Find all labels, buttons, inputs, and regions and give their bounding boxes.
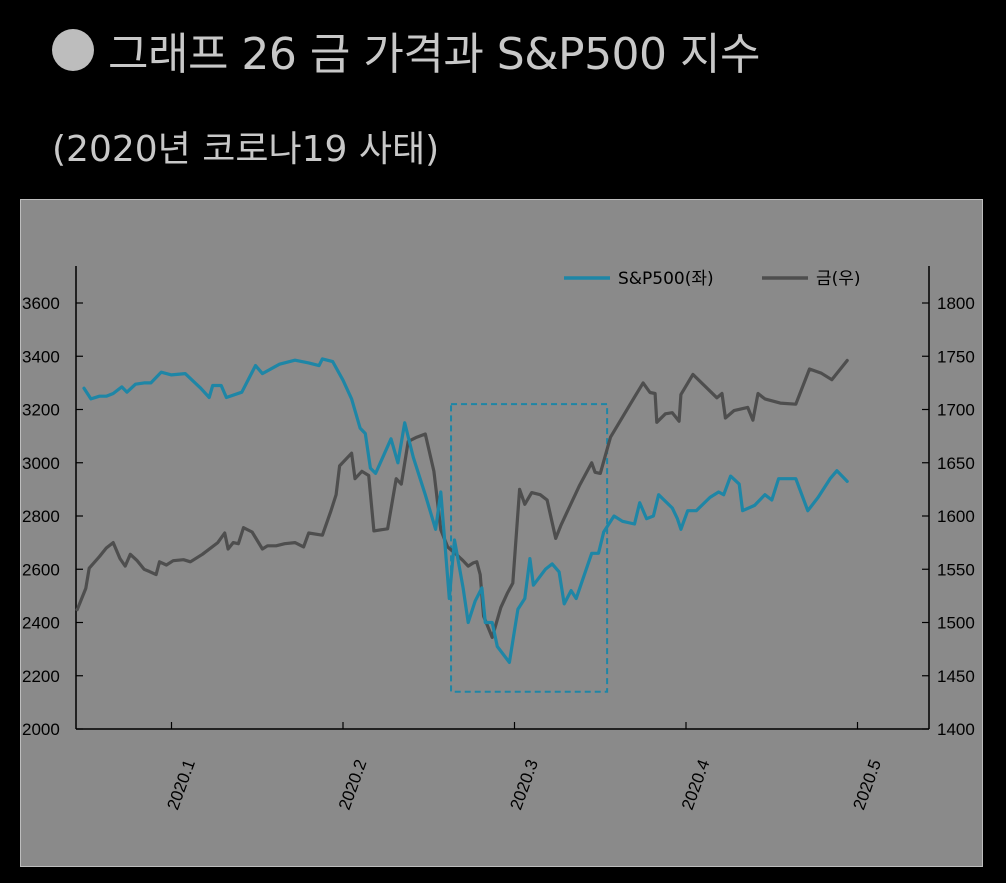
legend-label-gold: 금(우) <box>816 269 861 289</box>
y-right-tick-label: 1700 <box>937 401 975 420</box>
x-tick-label: 2020.5 <box>849 757 885 812</box>
chart-panel: 2000 2200 2400 2600 2800 3000 3200 3400 3600 1400… <box>20 199 983 867</box>
y-right-tick-label: 1800 <box>937 294 975 313</box>
y-left-tick-label: 3600 <box>22 294 60 313</box>
y-left-tick-label: 2800 <box>22 507 60 526</box>
y-left-tick-label: 2200 <box>22 667 60 686</box>
y-left-tick-label: 2600 <box>22 560 60 579</box>
y-left-tick-label: 3400 <box>22 347 60 366</box>
y-left-tick-label: 3000 <box>22 454 60 473</box>
bullet-circle-icon <box>52 29 94 71</box>
title-row: 그래프 26 금 가격과 S&P500 지수 <box>52 18 761 82</box>
highlight-box <box>450 403 609 693</box>
y-right-tick-label: 1500 <box>937 614 975 633</box>
page-subtitle: (2020년 코로나19 사태) <box>52 129 440 170</box>
y-right-tick-label: 1600 <box>937 507 975 526</box>
x-tick-label: 2020.2 <box>335 757 371 812</box>
y-right-tick-label: 1450 <box>937 667 975 686</box>
y-left-tick-label: 3200 <box>22 401 60 420</box>
legend-label-sp500: S&P500(좌) <box>618 269 714 289</box>
y-right-tick-label: 1550 <box>937 560 975 579</box>
y-right-tick-label: 1750 <box>937 347 975 366</box>
x-tick-label: 2020.1 <box>163 757 199 812</box>
y-left-tick-label: 2400 <box>22 614 60 633</box>
chart-svg: 2000 2200 2400 2600 2800 3000 3200 3400 3600 1400… <box>22 266 975 812</box>
page-title: 그래프 26 금 가격과 S&P500 지수 <box>108 29 761 80</box>
gold-line <box>75 358 849 639</box>
x-tick-label: 2020.4 <box>678 757 714 812</box>
sp500-line <box>82 357 849 664</box>
y-right-tick-label: 1400 <box>937 720 975 739</box>
y-right-tick-label: 1650 <box>937 454 975 473</box>
y-left-tick-label: 2000 <box>22 720 60 739</box>
x-tick-label: 2020.3 <box>506 757 542 812</box>
